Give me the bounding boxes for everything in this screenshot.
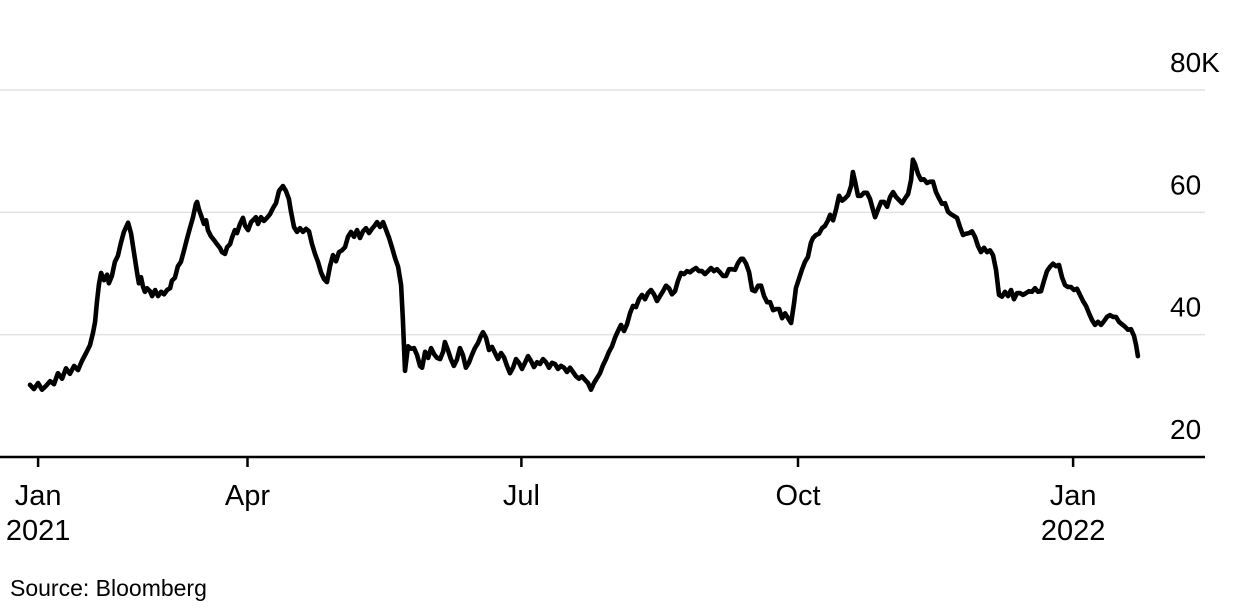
x-axis-label: Oct [775, 480, 820, 512]
x-axis-label: Jan [15, 480, 62, 512]
x-axis-year-label: 2021 [6, 515, 71, 547]
x-axis-label: Jul [503, 480, 540, 512]
y-axis-label: 60 [1170, 169, 1201, 200]
y-axis-label: 20 [1170, 414, 1201, 445]
x-axis-label: Jan [1050, 480, 1097, 512]
x-axis-year-label: 2022 [1041, 515, 1106, 547]
price-line [27, 157, 1141, 393]
y-axis-label: 40 [1170, 292, 1201, 323]
y-axis-label: 80K [1170, 47, 1220, 78]
x-axis-label: Apr [225, 480, 270, 512]
source-note: Source: Bloomberg [10, 575, 207, 601]
